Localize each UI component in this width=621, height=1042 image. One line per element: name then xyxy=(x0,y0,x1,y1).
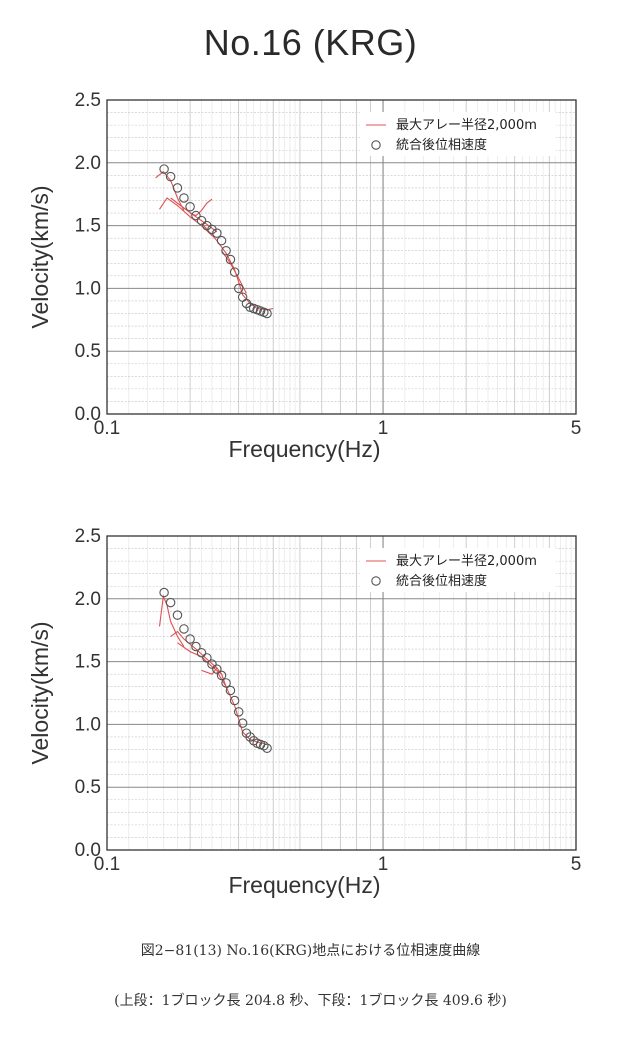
data-point xyxy=(185,202,195,212)
data-point xyxy=(262,743,272,754)
legend-label: 統合後位相速度 xyxy=(396,137,487,153)
series-line-segment xyxy=(216,671,268,746)
chart-top: 0.0 0.5 1.0 1.5 2.0 2.5 0.1 1 5 Frequency(Hz) Velo… xyxy=(27,90,582,462)
series-markers xyxy=(159,587,272,754)
x-tick-label: 5 xyxy=(571,418,582,439)
plot-frame xyxy=(106,535,577,851)
data-point xyxy=(159,164,169,174)
data-point xyxy=(225,685,236,696)
series-line-segment xyxy=(189,198,213,217)
series-line-segment xyxy=(201,222,274,311)
series-line-segment xyxy=(170,630,218,669)
x-tick-label: 5 xyxy=(571,854,582,875)
x-tick-label: 0.1 xyxy=(94,418,120,439)
data-point xyxy=(159,587,169,598)
y-tick-label: 1.0 xyxy=(75,714,101,735)
data-point xyxy=(229,695,240,706)
legend-marker-swatch xyxy=(371,140,381,150)
x-tick-label: 0.1 xyxy=(94,854,120,875)
data-point xyxy=(221,678,231,688)
data-point xyxy=(212,228,222,238)
legend-marker-swatch xyxy=(371,576,381,586)
legend-box xyxy=(360,112,556,156)
y-tick-label: 1.5 xyxy=(75,652,101,673)
data-point xyxy=(216,670,227,681)
legend: 最大アレー半径2,000m 統合後位相速度 xyxy=(360,548,556,592)
y-tick-label: 2.0 xyxy=(75,153,101,174)
y-tick-label: 2.5 xyxy=(75,90,101,111)
data-point xyxy=(196,648,207,658)
data-point xyxy=(225,254,236,265)
data-point xyxy=(233,707,244,717)
page-title: No.16 (KRG) xyxy=(203,22,418,63)
y-tick-label: 2.0 xyxy=(75,589,101,610)
plot-frame xyxy=(106,99,577,415)
x-tick-label: 1 xyxy=(378,854,389,875)
data-point xyxy=(229,267,240,277)
y-tick-label: 2.5 xyxy=(75,526,101,547)
x-tick-label: 1 xyxy=(378,418,389,439)
data-point xyxy=(179,193,189,203)
data-point xyxy=(165,171,176,182)
y-tick-label: 0.5 xyxy=(75,777,101,798)
x-axis-label: Frequency(Hz) xyxy=(228,436,380,462)
data-point xyxy=(172,183,183,193)
data-point xyxy=(216,235,227,246)
data-point xyxy=(165,597,176,608)
series-line-segment xyxy=(201,666,227,687)
y-tick-label: 1.5 xyxy=(75,216,101,237)
figure-caption-note: (上段：1ブロック長 204.8 秒、下段：1ブロック長 409.6 秒) xyxy=(114,993,507,1009)
y-axis-label: Velocity(km/s) xyxy=(27,621,53,764)
data-point xyxy=(262,308,272,319)
data-point xyxy=(233,283,244,294)
data-point xyxy=(237,718,248,728)
chart-bottom: 0.0 0.5 1.0 1.5 2.0 2.5 0.1 1 5 Frequency(Hz) Velo… xyxy=(27,526,582,898)
data-point xyxy=(212,664,222,674)
data-point xyxy=(221,245,231,256)
legend-label: 最大アレー半径2,000m xyxy=(396,554,537,569)
series-line-segment xyxy=(158,594,185,647)
legend-label: 統合後位相速度 xyxy=(396,573,487,589)
data-point xyxy=(202,653,212,663)
legend-label: 最大アレー半径2,000m xyxy=(396,118,537,133)
data-point xyxy=(259,741,269,751)
data-point xyxy=(191,641,201,652)
data-point xyxy=(191,210,201,221)
series-line xyxy=(155,170,274,311)
y-tick-label: 1.0 xyxy=(75,278,101,299)
data-point xyxy=(172,610,183,620)
y-tick-label: 0.5 xyxy=(75,341,101,362)
x-axis-label: Frequency(Hz) xyxy=(228,872,380,898)
series-line-segment xyxy=(170,197,218,233)
y-axis-label: Velocity(km/s) xyxy=(27,185,53,328)
data-point xyxy=(207,659,217,669)
data-point xyxy=(196,215,207,226)
legend-box xyxy=(360,548,556,592)
y-tick-label: 0.0 xyxy=(75,840,101,861)
y-tick-label: 0.0 xyxy=(75,404,101,425)
series-markers xyxy=(159,164,272,319)
figure-caption: 図2−81(13) No.16(KRG)地点における位相速度曲線 xyxy=(140,943,481,959)
data-point xyxy=(179,624,189,634)
legend: 最大アレー半径2,000m 統合後位相速度 xyxy=(360,112,556,156)
data-point xyxy=(185,634,195,644)
